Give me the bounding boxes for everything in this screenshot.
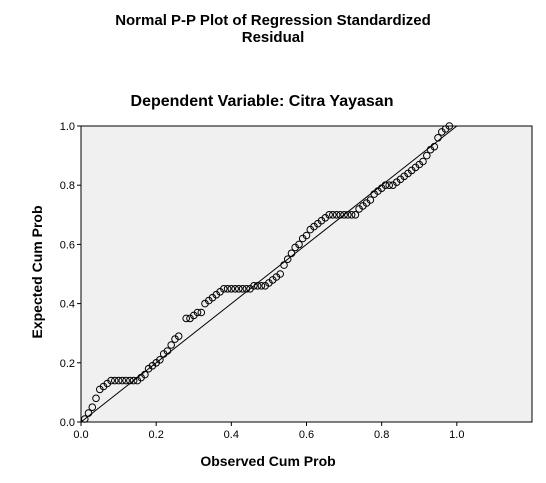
data-point-64 (325, 211, 333, 219)
data-point-75 (366, 196, 375, 204)
data-point-39 (231, 285, 239, 293)
x-tick-label-5: 1.0 (449, 429, 464, 441)
reference-diagonal-line (80, 125, 458, 423)
data-point-30 (197, 308, 206, 317)
data-point-67 (336, 211, 345, 219)
data-point-79 (381, 181, 390, 189)
data-point-8 (111, 376, 119, 385)
data-point-26 (182, 314, 190, 323)
y-tick-label-1: 0.2 (60, 358, 75, 370)
x-axis-label: Observed Cum Prob (200, 453, 335, 469)
data-point-52 (280, 261, 288, 269)
data-point-29 (193, 308, 202, 317)
data-point-10 (118, 376, 127, 385)
chart-title-line2: Residual (242, 29, 305, 46)
y-tick-label-2: 0.4 (60, 299, 75, 311)
data-point-92 (430, 142, 439, 151)
y-tick-label-3: 0.6 (60, 239, 75, 251)
data-point-0 (81, 415, 89, 423)
x-tick-label-0: 0.0 (73, 429, 88, 441)
data-point-53 (283, 255, 292, 264)
data-point-45 (253, 282, 262, 290)
y-axis-ticks: 0.0 0.2 0.4 0.6 0.8 1.0 (60, 121, 81, 429)
data-point-54 (287, 249, 296, 258)
data-point-16 (141, 370, 149, 379)
data-point-58 (302, 231, 311, 240)
data-point-22 (163, 347, 172, 355)
data-point-7 (107, 376, 115, 385)
data-point-37 (223, 285, 232, 293)
data-point-46 (257, 282, 266, 290)
x-tick-label-2: 0.4 (224, 429, 239, 441)
x-tick-label-1: 0.2 (149, 429, 164, 441)
data-point-1 (84, 409, 93, 417)
data-point-42 (242, 285, 251, 293)
data-point-40 (235, 285, 243, 293)
data-point-44 (250, 282, 258, 290)
data-point-12 (126, 376, 134, 385)
data-point-2 (88, 403, 97, 412)
data-point-38 (227, 285, 236, 293)
data-point-96 (445, 122, 454, 130)
data-point-56 (295, 240, 303, 249)
y-axis-label: Expected Cum Prob (29, 205, 45, 338)
data-point-41 (238, 285, 247, 293)
data-points (81, 122, 454, 423)
data-point-70 (347, 211, 356, 219)
data-point-20 (156, 356, 164, 364)
y-tick-label-5: 1.0 (60, 121, 75, 133)
data-point-89 (419, 157, 427, 166)
x-tick-label-4: 0.8 (374, 429, 389, 441)
data-point-71 (351, 211, 360, 219)
chart-subtitle: Dependent Variable: Citra Yayasan (131, 93, 394, 110)
data-point-3 (92, 394, 100, 403)
plot-area (80, 125, 533, 423)
data-point-80 (385, 181, 394, 189)
x-axis-ticks: 0.0 0.2 0.4 0.6 0.8 1.0 (73, 422, 464, 441)
data-point-93 (434, 134, 442, 142)
data-point-25 (174, 332, 183, 341)
data-point-11 (122, 376, 130, 385)
data-point-23 (167, 341, 175, 349)
y-tick-label-4: 0.8 (60, 180, 75, 192)
x-tick-label-3: 0.6 (299, 429, 314, 441)
data-point-65 (329, 211, 337, 219)
data-point-66 (332, 211, 341, 219)
data-point-68 (340, 211, 348, 219)
data-point-51 (276, 270, 285, 278)
data-point-36 (220, 285, 228, 293)
data-point-69 (344, 211, 352, 219)
data-point-90 (423, 151, 431, 160)
data-point-13 (129, 376, 138, 385)
y-tick-label-0: 0.0 (60, 417, 75, 429)
data-point-9 (114, 376, 123, 385)
chart-title-line1: Normal P-P Plot of Regression Standardiz… (115, 12, 431, 29)
